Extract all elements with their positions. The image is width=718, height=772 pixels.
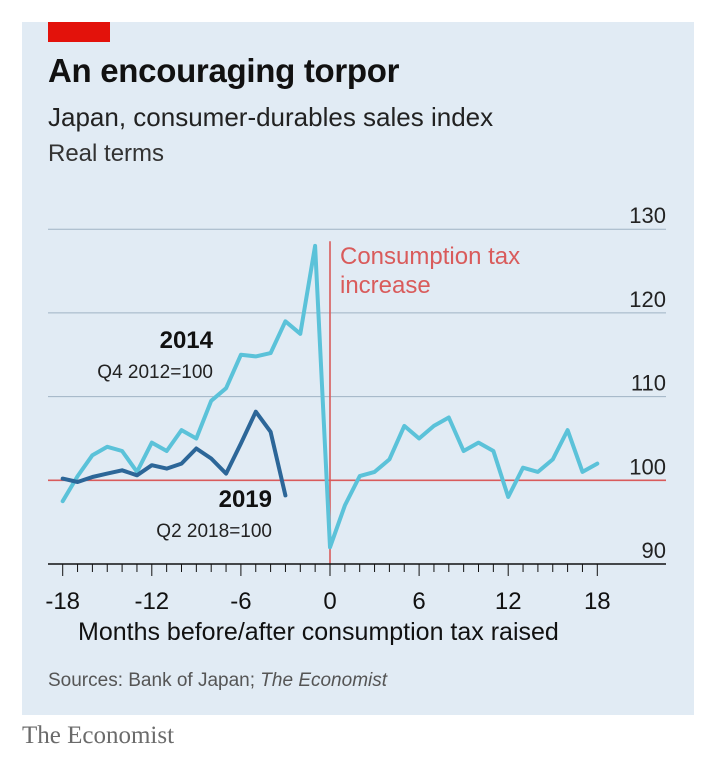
source-note: Sources: Bank of Japan; The Economist xyxy=(48,670,387,692)
x-tick-label--12: -12 xyxy=(134,588,169,615)
grid-layer xyxy=(48,228,666,398)
x-tick-label-0: 0 xyxy=(323,588,336,615)
source-italic: The Economist xyxy=(260,670,388,691)
event-label-line1: Consumption tax xyxy=(340,243,520,270)
label-2014-name: 2014 xyxy=(160,327,214,354)
series-layer xyxy=(60,243,600,550)
annotation-layer: 2014 Q4 2012=100 2019 Q2 2018=100 Consumptio… xyxy=(97,243,520,542)
x-tick-label--18: -18 xyxy=(45,588,80,615)
x-axis-label: Months before/after consumption tax rais… xyxy=(78,618,559,646)
x-tick-label-12: 12 xyxy=(495,588,522,615)
brand-wordmark: The Economist xyxy=(22,722,175,749)
chart-title: An encouraging torpor xyxy=(48,52,400,89)
chart-panel xyxy=(22,22,694,715)
x-tick-label-18: 18 xyxy=(584,588,611,615)
x-tick-label-6: 6 xyxy=(412,588,425,615)
chart-subtitle: Japan, consumer-durables sales index xyxy=(48,102,494,132)
series-2019-line xyxy=(60,409,288,498)
x-tick-label--6: -6 xyxy=(230,588,251,615)
brand-red-bar xyxy=(48,22,110,42)
tick-layer: 90 100 110 120 130 -18 -12 -6 0 6 12 18 xyxy=(45,203,666,615)
y-tick-label-100: 100 xyxy=(629,454,666,479)
source-prefix: Sources: Bank of Japan; xyxy=(48,670,261,691)
label-2019-base: Q2 2018=100 xyxy=(156,521,272,542)
label-2019-name: 2019 xyxy=(219,486,272,513)
chart-subsubtitle: Real terms xyxy=(48,140,165,167)
y-tick-label-130: 130 xyxy=(629,203,666,228)
y-tick-label-120: 120 xyxy=(629,287,666,312)
y-tick-label-110: 110 xyxy=(631,371,666,396)
event-label-line2: increase xyxy=(340,272,431,299)
series-2014-line xyxy=(60,243,600,550)
label-2014-base: Q4 2012=100 xyxy=(97,362,213,383)
y-tick-label-90: 90 xyxy=(642,538,666,563)
